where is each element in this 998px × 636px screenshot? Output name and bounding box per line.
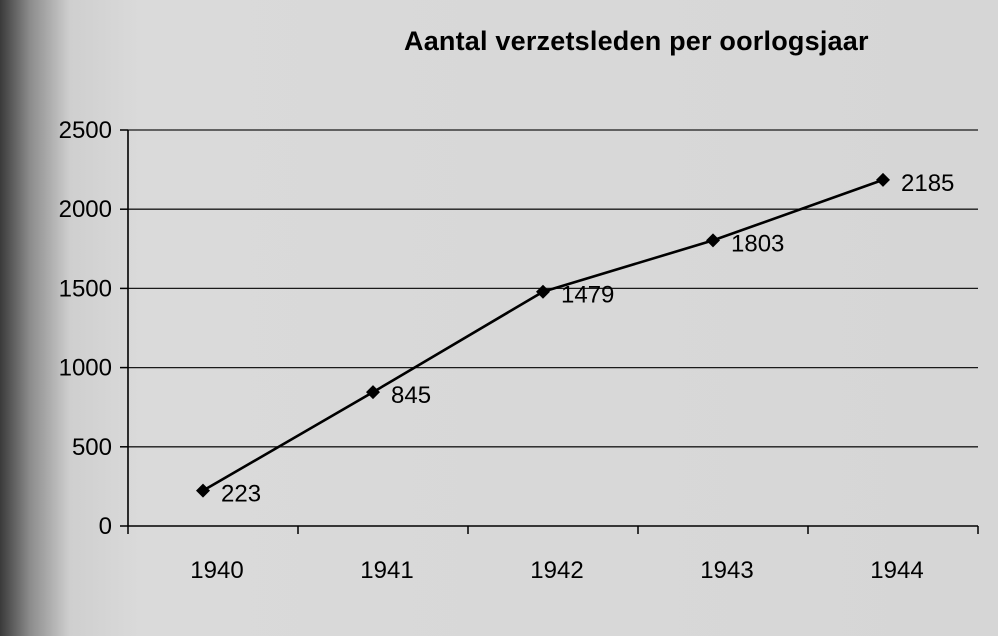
y-tick-label: 500: [72, 434, 112, 461]
x-tick-label: 1942: [530, 557, 583, 584]
data-point-marker: [876, 172, 890, 187]
y-tick-label: 2000: [59, 196, 112, 223]
x-tick-label: 1943: [700, 557, 753, 584]
x-tick-label: 1941: [360, 557, 413, 584]
data-label: 845: [391, 382, 431, 409]
data-point-marker: [536, 284, 550, 299]
data-label: 223: [221, 481, 261, 508]
data-point-marker: [366, 385, 380, 400]
data-label: 1479: [561, 282, 614, 309]
x-tick-label: 1940: [190, 557, 243, 584]
data-point-marker: [196, 483, 210, 498]
y-tick-label: 0: [99, 513, 112, 540]
data-point-marker: [706, 233, 720, 248]
data-label: 2185: [901, 170, 954, 197]
chart-title: Aantal verzetsleden per oorlogsjaar: [404, 26, 869, 56]
y-tick-label: 2500: [59, 117, 112, 144]
y-tick-label: 1500: [59, 275, 112, 302]
data-label: 1803: [731, 230, 784, 257]
series-line: [202, 178, 884, 492]
x-tick-label: 1944: [870, 557, 923, 584]
y-tick-label: 1000: [59, 355, 112, 382]
